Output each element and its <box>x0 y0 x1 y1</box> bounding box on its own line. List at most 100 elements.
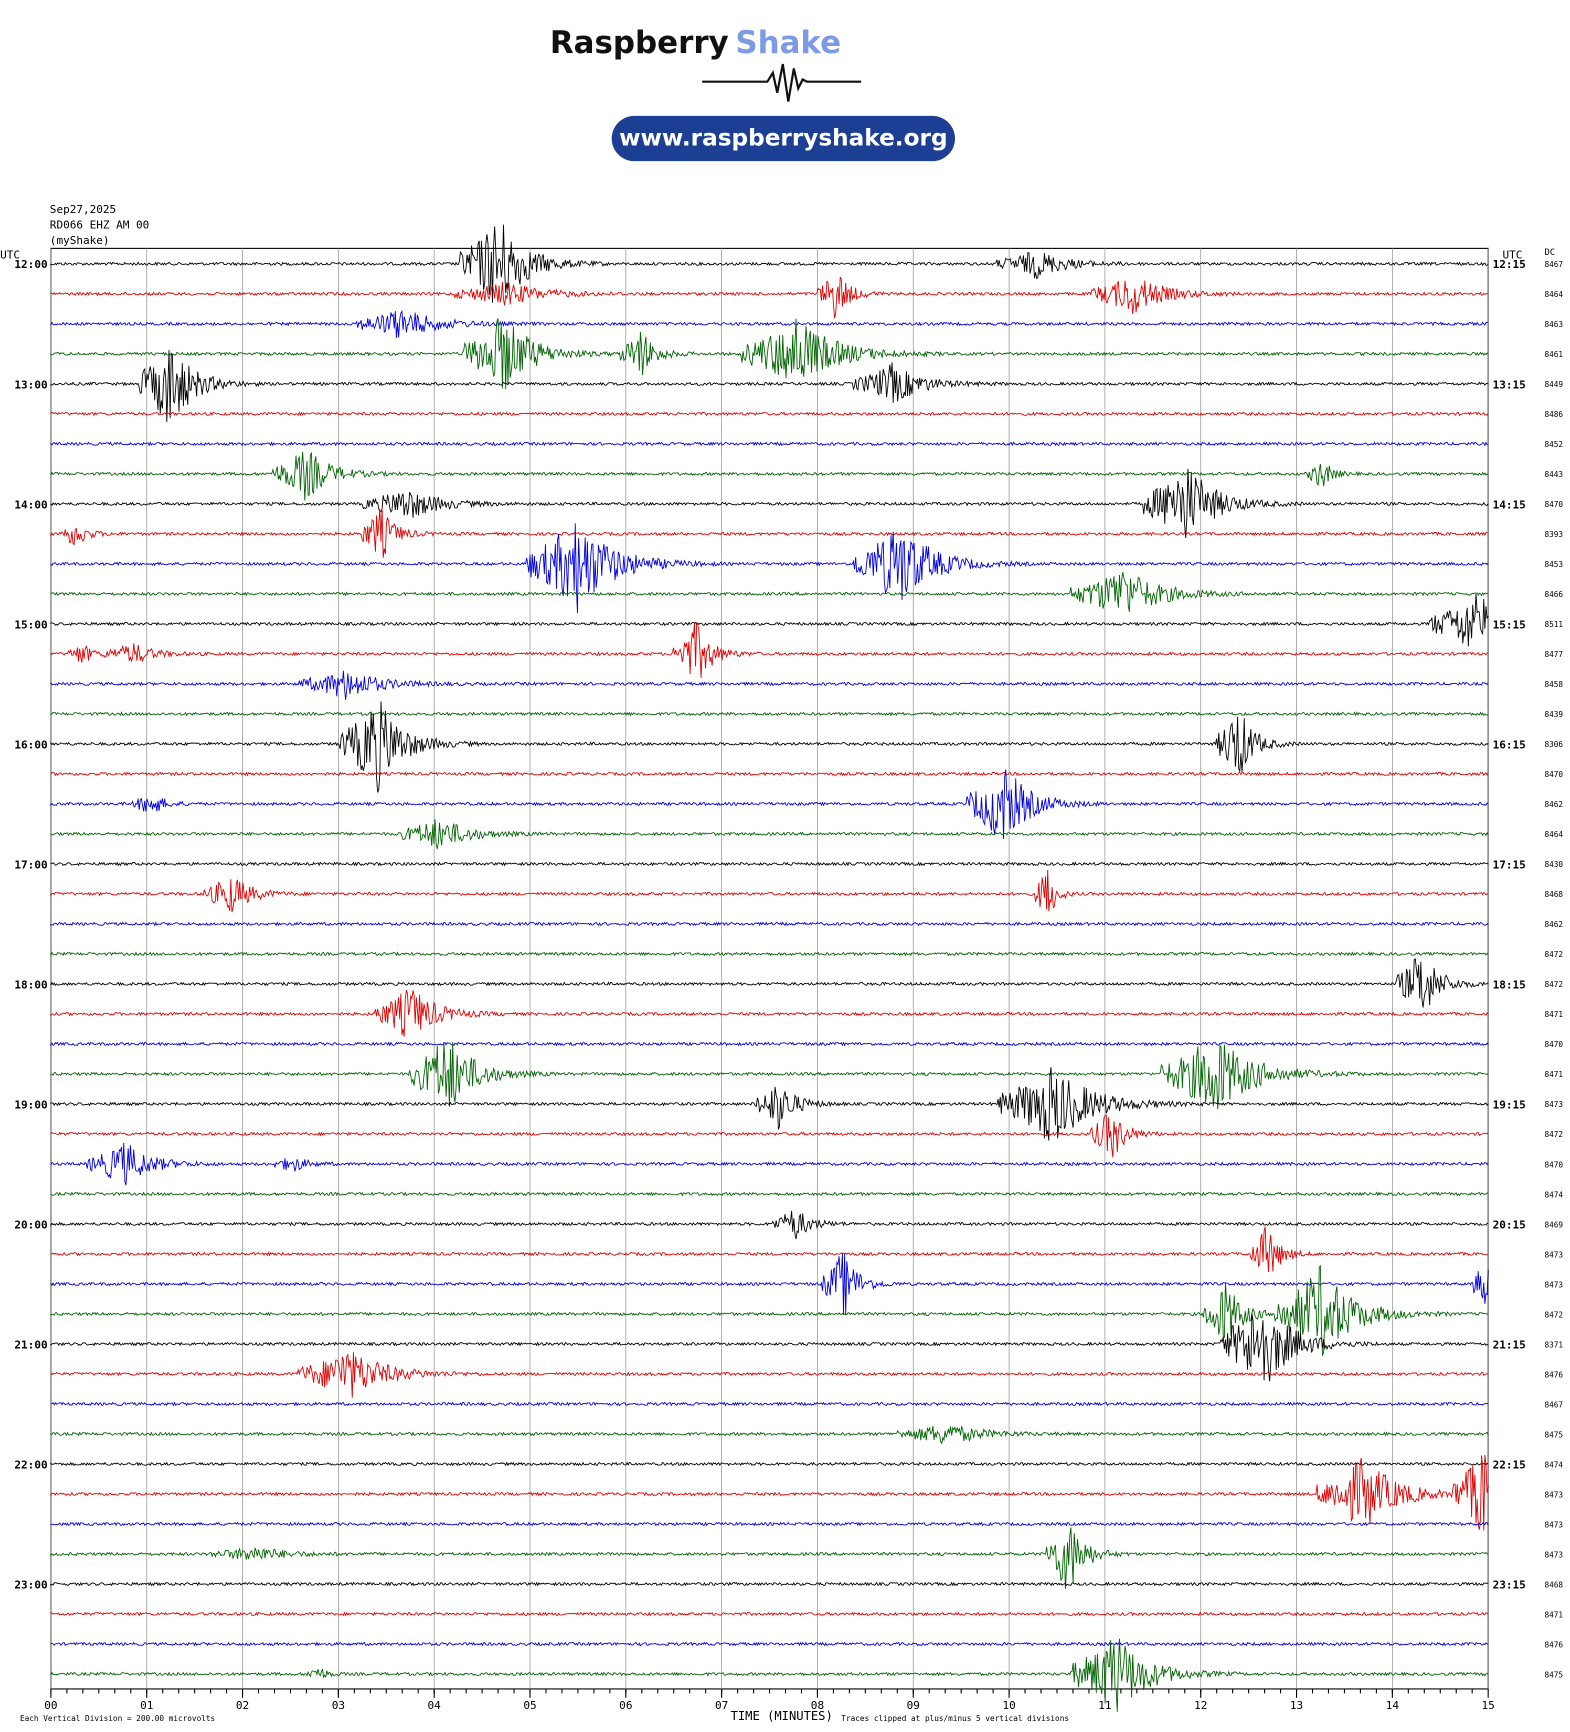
trace <box>50 1425 1489 1445</box>
dc-value: 8470 <box>1544 1160 1563 1169</box>
dc-value: 8470 <box>1544 500 1563 509</box>
plot-frame <box>50 247 1489 1690</box>
trace <box>50 1041 1489 1110</box>
left-time-label: 12:00 <box>14 258 47 271</box>
dc-value: 8471 <box>1544 1610 1563 1619</box>
x-tick-label: 13 <box>1290 1699 1303 1712</box>
left-time-label: 21:00 <box>14 1338 47 1351</box>
logo-wave <box>702 63 862 102</box>
dc-value: 8470 <box>1544 770 1563 779</box>
dc-value: 8476 <box>1544 1640 1563 1649</box>
right-time-label: 16:15 <box>1493 738 1526 751</box>
trace <box>50 451 1489 501</box>
left-unit: UTC <box>0 248 20 261</box>
left-time-label: 20:00 <box>14 1218 47 1231</box>
x-tick-label: 07 <box>715 1699 728 1712</box>
trace <box>50 507 1489 558</box>
trace <box>50 309 1489 339</box>
x-tick-label: 10 <box>1002 1699 1015 1712</box>
trace <box>50 870 1489 913</box>
trace <box>50 1641 1489 1647</box>
dc-value: 8473 <box>1544 1550 1563 1559</box>
url-button[interactable] <box>611 115 955 162</box>
trace <box>50 1638 1489 1712</box>
trace <box>50 1114 1489 1158</box>
dc-value: 8306 <box>1544 740 1563 749</box>
dc-value: 8470 <box>1544 1040 1563 1049</box>
dc-value: 8462 <box>1544 920 1563 929</box>
dc-value: 8473 <box>1544 1280 1563 1289</box>
source: (myShake) <box>50 234 110 247</box>
right-unit: UTC <box>1503 248 1523 261</box>
dc-value: 8472 <box>1544 1130 1563 1139</box>
trace <box>50 411 1489 417</box>
x-tick-label: 02 <box>236 1699 249 1712</box>
dc-value: 8464 <box>1544 290 1563 299</box>
dc-value: 8467 <box>1544 260 1563 269</box>
dc-value: 8430 <box>1544 860 1563 869</box>
dc-value: 8472 <box>1544 950 1563 959</box>
trace <box>50 276 1489 319</box>
dc-value: 8439 <box>1544 710 1563 719</box>
brand: Raspberry <box>550 25 729 61</box>
trace <box>50 523 1489 614</box>
x-tick-label: 03 <box>332 1699 345 1712</box>
trace <box>50 1401 1489 1407</box>
dc-value: 8475 <box>1544 1430 1563 1439</box>
left-time-label: 17:00 <box>14 858 47 871</box>
right-time-label: 17:15 <box>1493 858 1526 871</box>
dc-value: 8452 <box>1544 440 1563 449</box>
left-time-label: 18:00 <box>14 978 47 991</box>
x-tick-label: 05 <box>523 1699 536 1712</box>
trace <box>50 318 1489 390</box>
dc-value: 8453 <box>1544 560 1563 569</box>
trace <box>50 1313 1489 1382</box>
trace <box>50 1226 1489 1273</box>
x-tick-label: 08 <box>811 1699 824 1712</box>
dc-value: 8471 <box>1544 1010 1563 1019</box>
dc-value: 8473 <box>1544 1490 1563 1499</box>
dc-value: 8471 <box>1544 1070 1563 1079</box>
date: Sep27,2025 <box>50 203 116 216</box>
dc-value: 8511 <box>1544 620 1563 629</box>
dc-value: 8393 <box>1544 530 1563 539</box>
trace <box>50 1191 1489 1197</box>
x-tick-label: 09 <box>907 1699 920 1712</box>
dc-value: 8468 <box>1544 890 1563 899</box>
right-time-label: 14:15 <box>1493 498 1526 511</box>
clip-note: Traces clipped at plus/minus 5 vertical … <box>841 1714 1069 1723</box>
x-tick-label: 00 <box>44 1699 57 1712</box>
trace <box>50 958 1489 1008</box>
trace <box>50 701 1489 793</box>
x-tick-label: 01 <box>140 1699 153 1712</box>
dc-value: 8474 <box>1544 1460 1563 1469</box>
x-tick-label: 04 <box>428 1699 442 1712</box>
trace <box>50 819 1489 850</box>
trace <box>50 1253 1489 1316</box>
dc-value: 8472 <box>1544 980 1563 989</box>
trace <box>50 1142 1489 1186</box>
url[interactable]: www.raspberryshake.org <box>619 125 947 152</box>
right-time-label: 12:15 <box>1493 258 1526 271</box>
trace <box>50 1521 1489 1527</box>
trace <box>50 861 1489 867</box>
dc-value: 8464 <box>1544 830 1563 839</box>
x-tick-label: 14 <box>1386 1699 1400 1712</box>
trace <box>50 1581 1489 1587</box>
right-time-label: 21:15 <box>1493 1338 1526 1351</box>
dc-value: 8469 <box>1544 1220 1563 1229</box>
dc-value: 8462 <box>1544 800 1563 809</box>
dc-value: 8486 <box>1544 410 1563 419</box>
trace <box>50 1264 1489 1357</box>
right-time-label: 18:15 <box>1493 978 1526 991</box>
x-tick-label: 12 <box>1194 1699 1207 1712</box>
left-time-label: 22:00 <box>14 1458 47 1471</box>
trace <box>50 921 1489 927</box>
trace <box>50 571 1489 613</box>
dc-value: 8475 <box>1544 1670 1563 1679</box>
x-tick-label: 15 <box>1482 1699 1495 1712</box>
right-time-label: 23:15 <box>1493 1578 1526 1591</box>
left-time-label: 13:00 <box>14 378 47 391</box>
left-time-label: 23:00 <box>14 1578 47 1591</box>
dc-value: 8443 <box>1544 470 1563 479</box>
